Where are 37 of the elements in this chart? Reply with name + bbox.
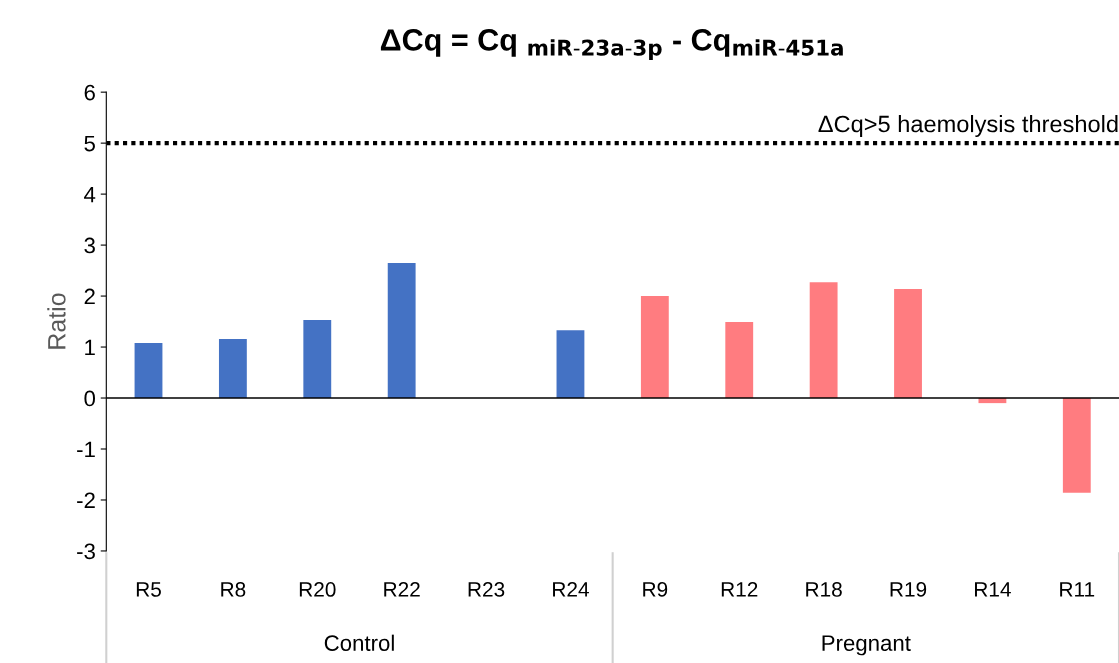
bar bbox=[1062, 398, 1091, 493]
bar bbox=[134, 342, 163, 399]
text: Pregnant bbox=[822, 635, 911, 656]
y-axis-title: Ratio bbox=[47, 293, 66, 349]
x-tick-label: R8 bbox=[221, 582, 246, 597]
x-tick-label: R19 bbox=[890, 582, 927, 597]
text: Control bbox=[324, 634, 394, 651]
bar bbox=[725, 322, 754, 399]
y-tick-label: 6 bbox=[84, 84, 95, 101]
ref-line-label: ΔCq>5 haemolysis threshold bbox=[818, 115, 1118, 138]
y-tick-label: 5 bbox=[84, 135, 95, 152]
y-tick-label: 0 bbox=[84, 390, 96, 407]
y-tick-label: 1 bbox=[85, 339, 95, 356]
x-tick-label: R9 bbox=[643, 582, 668, 597]
x-tick-label: R11 bbox=[1060, 582, 1095, 597]
y-tick-label: 3 bbox=[84, 237, 95, 254]
bar bbox=[218, 338, 247, 399]
y-tick-label: -1 bbox=[77, 441, 95, 458]
x-tick-label: R23 bbox=[468, 582, 505, 597]
x-tick-label: R20 bbox=[299, 582, 336, 597]
x-tick-label: R22 bbox=[384, 582, 420, 597]
bar bbox=[640, 296, 669, 399]
x-tick-label: R18 bbox=[806, 582, 842, 597]
bar bbox=[894, 288, 922, 399]
y-tick-label: -2 bbox=[77, 492, 95, 509]
y-tick-label: 4 bbox=[84, 186, 96, 203]
bar bbox=[556, 330, 585, 399]
bar bbox=[387, 262, 416, 399]
y-tick-label: -3 bbox=[77, 543, 95, 560]
x-tick-label: R5 bbox=[136, 582, 161, 597]
x-tick-label: R14 bbox=[975, 582, 1011, 597]
y-tick-label: 2 bbox=[84, 288, 95, 305]
bar bbox=[303, 320, 332, 399]
x-tick-label: R12 bbox=[721, 582, 758, 597]
chart-title: ΔCq = Cq $_{miR-23a-3p}$ - Cq$_{miR-451a}$ bbox=[380, 29, 843, 60]
x-tick-label: R24 bbox=[553, 582, 589, 597]
bar bbox=[809, 282, 838, 399]
